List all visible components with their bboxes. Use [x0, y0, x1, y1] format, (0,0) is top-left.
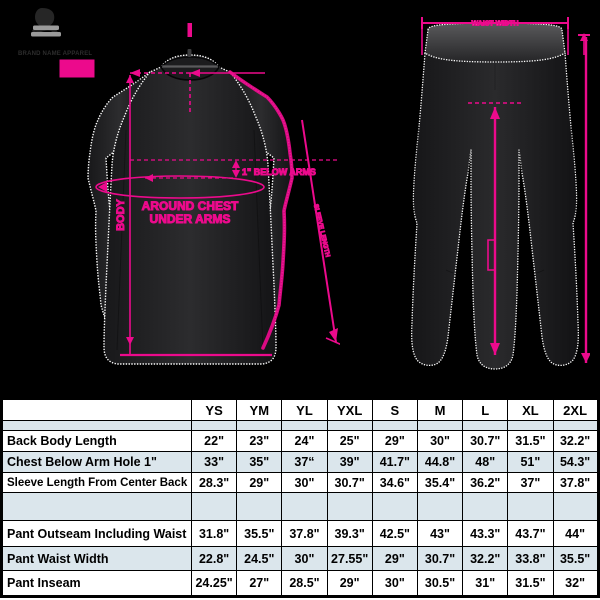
svg-text:1" BELOW ARMS: 1" BELOW ARMS — [242, 167, 316, 177]
svg-text:WAIST WIDTH: WAIST WIDTH — [471, 21, 518, 28]
svg-text:BODY: BODY — [115, 198, 127, 230]
svg-text:UNDER ARMS: UNDER ARMS — [150, 212, 231, 226]
svg-text:AROUND CHEST: AROUND CHEST — [142, 199, 239, 213]
